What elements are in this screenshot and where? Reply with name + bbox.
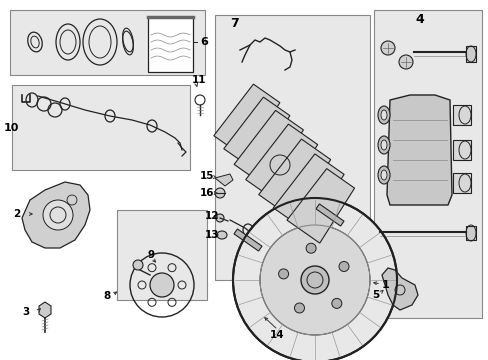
Ellipse shape <box>133 260 142 270</box>
Text: 12: 12 <box>204 211 219 221</box>
Text: 4: 4 <box>414 13 423 26</box>
Text: 8: 8 <box>103 291 110 301</box>
Text: 15: 15 <box>200 171 214 181</box>
Bar <box>452 105 470 125</box>
Text: 9: 9 <box>148 250 155 260</box>
Circle shape <box>331 298 341 309</box>
Text: 2: 2 <box>13 209 20 219</box>
Bar <box>10 10 204 75</box>
Circle shape <box>232 198 396 360</box>
Text: 5: 5 <box>371 290 379 300</box>
Ellipse shape <box>380 140 386 150</box>
Bar <box>215 15 369 280</box>
Circle shape <box>338 261 348 271</box>
Text: 7: 7 <box>229 17 238 30</box>
Circle shape <box>301 266 328 294</box>
Polygon shape <box>245 124 317 204</box>
Text: 6: 6 <box>200 37 207 47</box>
Circle shape <box>150 273 174 297</box>
Polygon shape <box>258 139 330 219</box>
Ellipse shape <box>216 214 224 222</box>
Polygon shape <box>315 204 343 226</box>
Polygon shape <box>213 84 279 158</box>
Text: 14: 14 <box>269 330 284 340</box>
Polygon shape <box>273 154 344 232</box>
Polygon shape <box>381 268 417 310</box>
Bar <box>452 173 470 193</box>
Polygon shape <box>386 95 451 205</box>
Bar <box>373 10 481 318</box>
Polygon shape <box>286 168 354 243</box>
Bar <box>452 140 470 160</box>
Ellipse shape <box>217 231 226 239</box>
Ellipse shape <box>398 55 412 69</box>
Bar <box>465 226 475 240</box>
Ellipse shape <box>377 136 389 154</box>
Circle shape <box>294 303 304 313</box>
Ellipse shape <box>380 110 386 120</box>
Polygon shape <box>215 174 232 186</box>
Bar <box>12 85 190 170</box>
Bar <box>465 46 475 62</box>
Bar <box>117 210 206 300</box>
Polygon shape <box>22 182 90 248</box>
Ellipse shape <box>380 170 386 180</box>
Text: 11: 11 <box>192 75 206 85</box>
Circle shape <box>43 200 73 230</box>
Polygon shape <box>234 111 303 187</box>
Text: 13: 13 <box>204 230 219 240</box>
Text: 16: 16 <box>200 188 214 198</box>
Ellipse shape <box>377 106 389 124</box>
Bar <box>148 17 193 72</box>
Ellipse shape <box>380 41 394 55</box>
Polygon shape <box>224 97 289 171</box>
Text: 1: 1 <box>381 280 389 290</box>
Ellipse shape <box>215 188 224 198</box>
Circle shape <box>260 225 369 335</box>
Text: 10: 10 <box>4 123 20 133</box>
Circle shape <box>278 269 288 279</box>
Circle shape <box>305 243 315 253</box>
Polygon shape <box>234 229 262 251</box>
Ellipse shape <box>377 166 389 184</box>
Text: 3: 3 <box>22 307 29 317</box>
Polygon shape <box>39 302 51 318</box>
